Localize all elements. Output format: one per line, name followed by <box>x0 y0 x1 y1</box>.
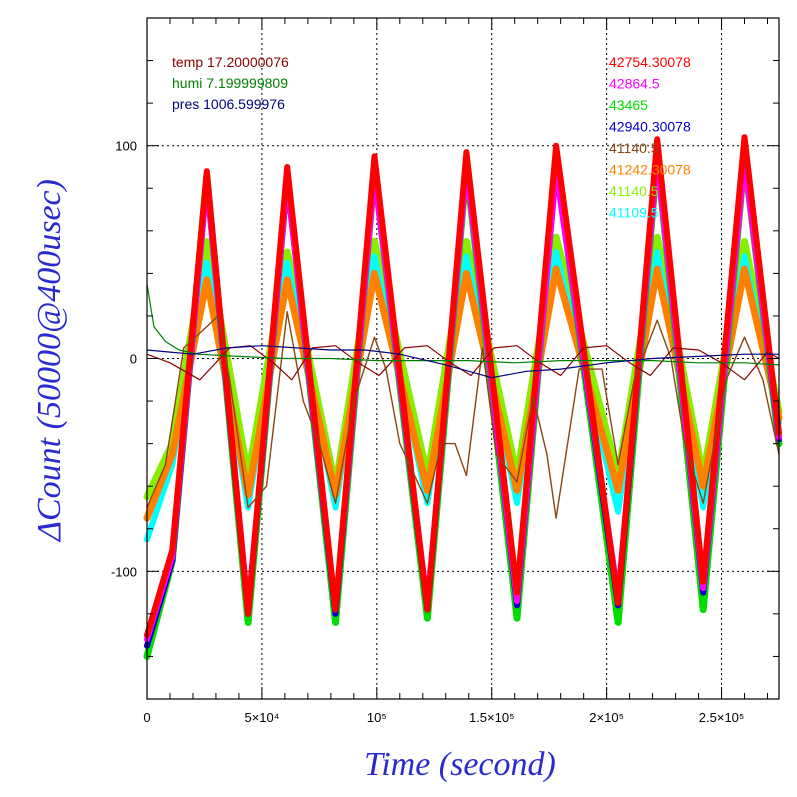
legend-right-entry: 41109.5 <box>609 205 659 221</box>
legend-right-entry: 42754.30078 <box>609 54 691 70</box>
series-line-10 <box>146 283 780 366</box>
series-line-11 <box>146 345 780 379</box>
x-tick-label: 5×10⁴ <box>244 710 279 725</box>
y-tick-label: 100 <box>115 139 137 154</box>
legend-right-entry: 43465 <box>609 97 648 113</box>
legend-right-entry: 41140.5 <box>609 140 659 156</box>
x-tick-label: 0 <box>143 710 150 725</box>
legend-left-entry: humi 7.199999809 <box>172 75 288 91</box>
x-tick-label: 10⁵ <box>367 710 387 725</box>
legend-left-entry: pres 1006.599976 <box>172 96 285 112</box>
series-line-7 <box>144 134 782 639</box>
x-tick-label: 2×10⁵ <box>589 710 624 725</box>
legend-right-entry: 42940.30078 <box>609 119 691 135</box>
legend-left: temp 17.20000076 humi 7.199999809 pres 100… <box>172 54 289 112</box>
x-tick-labels: 0 5×10⁴ 10⁵ 1.5×10⁵ 2×10⁵ 2.5×10⁵ <box>143 710 744 725</box>
y-tick-label: -100 <box>111 564 137 579</box>
legend-right: 42754.30078 42864.5 43465 42940.30078 41140.… <box>609 54 691 221</box>
y-tick-labels: 100 0 -100 <box>111 139 137 580</box>
series-lines <box>143 134 783 660</box>
x-axis-title: Time (second) <box>364 746 556 783</box>
x-tick-label: 1.5×10⁵ <box>469 710 515 725</box>
series-line-8 <box>146 311 780 519</box>
legend-right-entry: 41140.5 <box>609 183 659 199</box>
y-axis-title: ΔCount (50000@400usec) <box>31 179 68 543</box>
y-tick-label: 0 <box>130 352 137 367</box>
tick-marks <box>146 17 779 700</box>
legend-right-entry: 42864.5 <box>609 76 660 92</box>
legend-left-entry: temp 17.20000076 <box>172 54 289 70</box>
x-tick-label: 2.5×10⁵ <box>699 710 745 725</box>
legend-right-entry: 41242.30078 <box>609 162 691 178</box>
